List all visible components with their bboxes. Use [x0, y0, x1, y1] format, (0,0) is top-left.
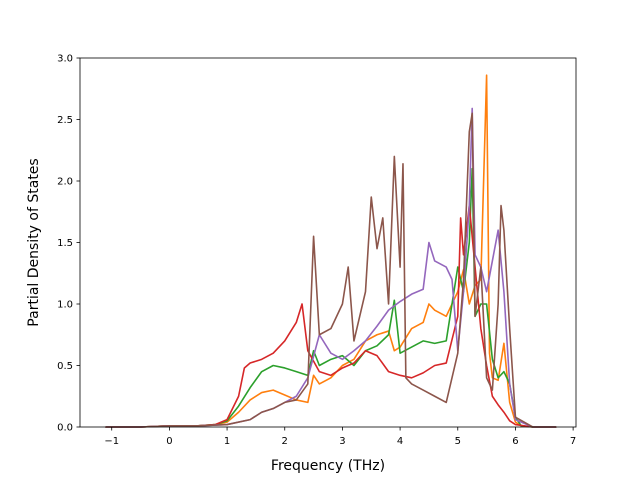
y-tick-label: 1.0 [57, 300, 73, 311]
x-tick-label: −1 [104, 436, 119, 447]
y-axis-ticks: 0.0 0.5 1.0 1.5 2.0 2.5 3.0 [57, 54, 80, 434]
series-line-3 [105, 204, 557, 428]
x-tick-label: 0 [166, 436, 172, 447]
y-tick-label: 2.5 [57, 115, 73, 126]
y-tick-label: 0.5 [57, 361, 73, 372]
x-tick-label: 3 [339, 436, 345, 447]
series-line-5 [105, 112, 557, 428]
x-tick-label: 2 [282, 436, 288, 447]
series-line-1 [105, 74, 557, 428]
x-tick-label: 5 [455, 436, 461, 447]
x-tick-label: 1 [224, 436, 230, 447]
y-axis-label: Partial Density of States [26, 158, 42, 326]
y-tick-label: 1.5 [57, 238, 73, 249]
y-tick-label: 3.0 [57, 54, 73, 65]
series-layer [105, 74, 557, 428]
x-axis-label: Frequency (THz) [271, 458, 385, 474]
y-tick-label: 0.0 [57, 423, 73, 434]
series-line-2 [105, 167, 557, 428]
x-tick-label: 7 [570, 436, 576, 447]
x-tick-label: 6 [512, 436, 518, 447]
x-axis-ticks: −1 0 1 2 3 4 5 6 7 [104, 427, 576, 447]
y-tick-label: 2.0 [57, 177, 73, 188]
x-tick-label: 4 [397, 436, 403, 447]
